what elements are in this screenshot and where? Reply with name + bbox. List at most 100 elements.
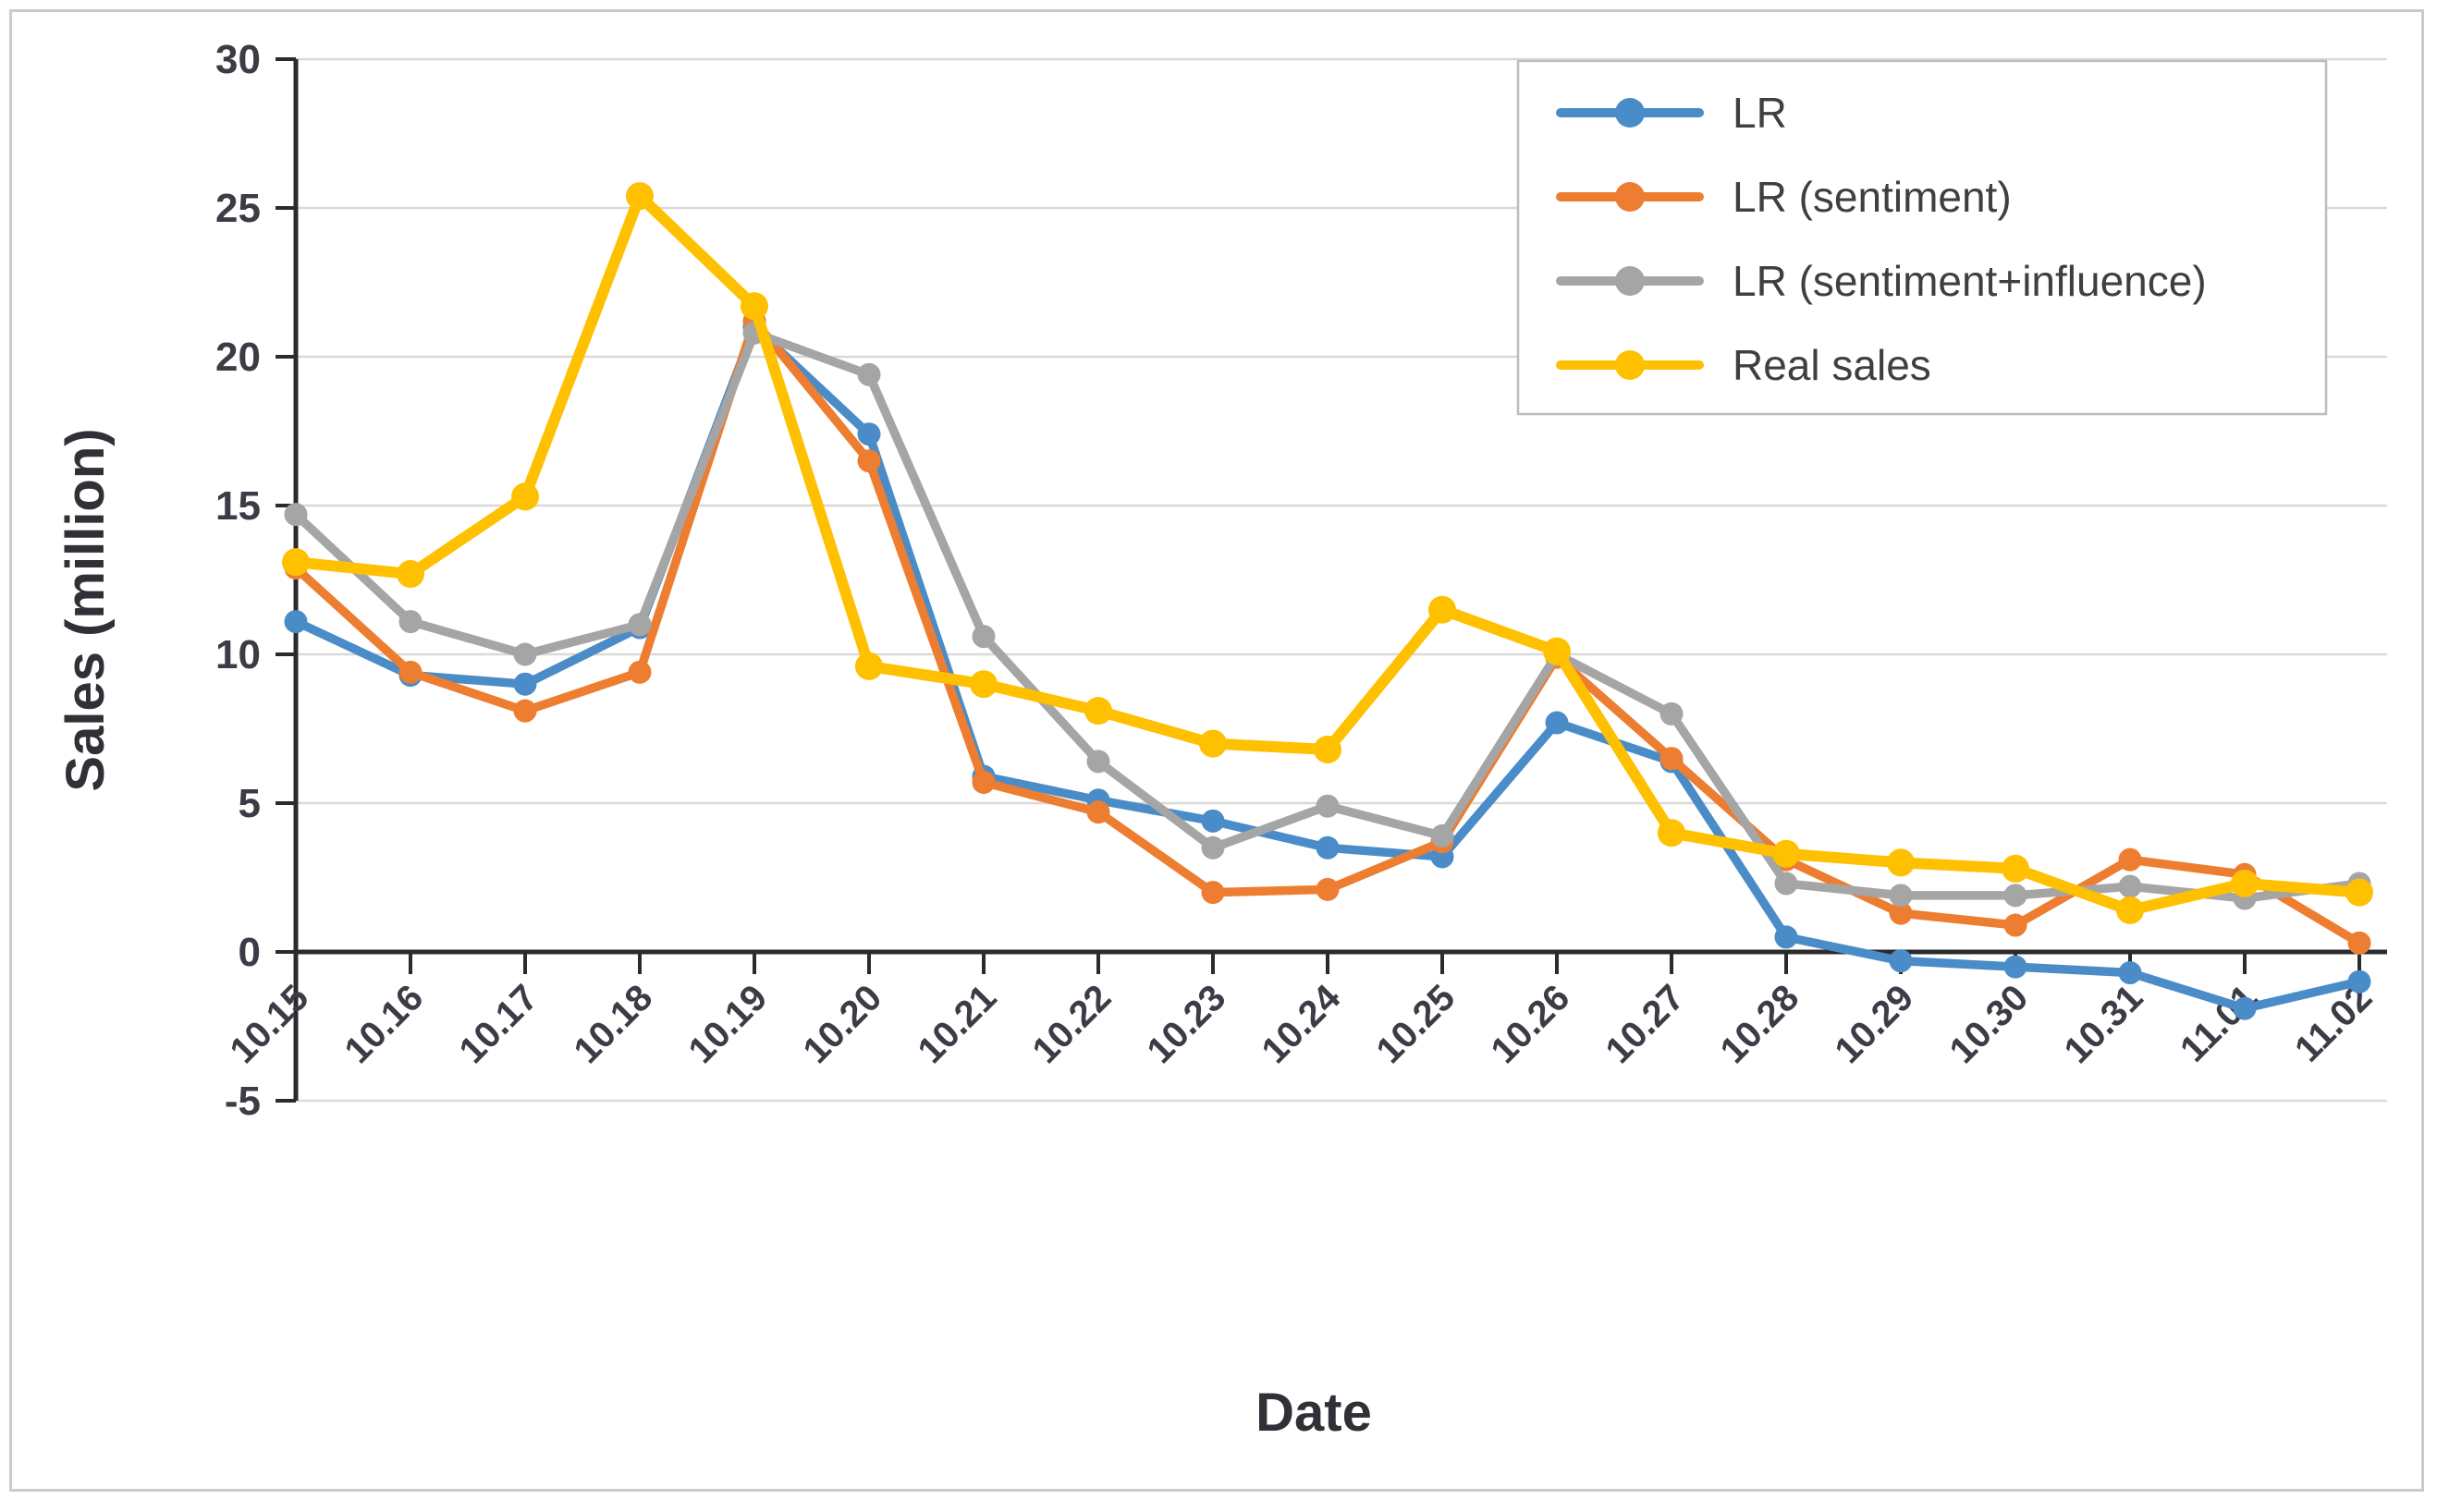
data-point-lr-10.30 (2003, 955, 2027, 979)
y-tick-label: 25 (215, 186, 261, 231)
data-point-lr-10.17 (513, 672, 537, 696)
data-point-real-sales-10.21 (970, 670, 998, 699)
y-tick-label: 10 (215, 632, 261, 677)
y-tick-label: 5 (239, 781, 261, 826)
data-point-lr-sentiment-influence-10.27 (1659, 701, 1684, 726)
data-point-real-sales-10.17 (511, 482, 539, 511)
x-tick-label: 10.31 (2056, 977, 2150, 1071)
data-point-lr-sentiment-influence-10.20 (857, 362, 881, 386)
data-point-real-sales-10.29 (1887, 848, 1915, 877)
data-point-lr-sentiment-10.16 (398, 660, 422, 684)
data-point-lr-sentiment-10.21 (972, 770, 996, 794)
data-point-lr-10.24 (1316, 835, 1340, 860)
data-point-lr-sentiment-influence-10.22 (1086, 750, 1110, 774)
data-point-lr-sentiment-influence-10.25 (1430, 823, 1454, 847)
data-point-real-sales-10.16 (397, 560, 424, 589)
series-lr (284, 315, 2371, 1020)
legend-marker-icon (1615, 266, 1645, 296)
legend-item-lr-sentiment-influence: LR (sentiment+influence) (1556, 257, 2207, 305)
data-point-lr-sentiment-10.23 (1201, 881, 1225, 905)
data-point-lr-sentiment-influence-10.24 (1316, 794, 1340, 818)
data-point-lr-sentiment-10.29 (1889, 901, 1913, 925)
x-tick-label: 10.21 (910, 977, 1004, 1071)
data-point-real-sales-10.22 (1084, 697, 1112, 726)
series-real-sales (282, 182, 2373, 924)
data-point-real-sales-10.15 (282, 548, 310, 577)
x-tick-label: 10.16 (337, 977, 431, 1071)
data-point-real-sales-10.19 (741, 292, 768, 321)
data-point-lr-sentiment-10.17 (513, 699, 537, 723)
x-axis-title: Date (1255, 1383, 1372, 1443)
x-tick-label: 10.26 (1483, 977, 1577, 1071)
x-tick-labels: 10.15 10.16 10.17 10.18 10.19 10.20 10.21 10.22… (222, 977, 2380, 1071)
legend-label: LR (sentiment+influence) (1733, 257, 2207, 305)
data-point-real-sales-10.26 (1543, 637, 1571, 665)
y-tick-label: 15 (215, 483, 261, 529)
data-point-lr-sentiment-10.24 (1316, 877, 1340, 901)
data-point-lr-sentiment-10.20 (857, 449, 881, 473)
data-point-real-sales-10.28 (1772, 839, 1800, 868)
legend-label: LR (sentiment) (1733, 173, 2012, 221)
x-tick-label: 10.29 (1827, 977, 1921, 1071)
data-point-real-sales-10.25 (1428, 595, 1456, 624)
data-point-lr-11.02 (2347, 969, 2371, 994)
x-tick-label: 10.19 (680, 977, 775, 1071)
x-tick-label: 10.22 (1024, 977, 1119, 1071)
data-point-lr-sentiment-influence-10.31 (2118, 874, 2142, 898)
data-point-lr-sentiment-10.27 (1659, 747, 1684, 771)
x-tick-label: 10.25 (1368, 977, 1463, 1071)
y-tick-label: 0 (239, 930, 261, 975)
data-point-real-sales-10.31 (2116, 896, 2144, 924)
data-point-lr-sentiment-influence-10.29 (1889, 884, 1913, 908)
y-tick-label: -5 (225, 1079, 261, 1124)
legend-label: Real sales (1733, 341, 1931, 389)
data-point-lr-sentiment-10.18 (628, 660, 652, 684)
y-tick-label: 30 (215, 37, 261, 82)
data-point-lr-sentiment-influence-10.18 (628, 613, 652, 637)
x-tick-label: 10.20 (795, 977, 889, 1071)
legend-marker-icon (1615, 182, 1645, 212)
data-point-real-sales-10.30 (2002, 854, 2029, 883)
data-point-lr-10.29 (1889, 949, 1913, 973)
data-point-real-sales-10.24 (1314, 736, 1341, 764)
data-point-real-sales-10.27 (1658, 819, 1685, 847)
data-point-real-sales-10.20 (855, 652, 883, 680)
x-tick-label: 10.30 (1941, 977, 2036, 1071)
data-point-lr-sentiment-10.30 (2003, 913, 2027, 937)
data-point-lr-sentiment-influence-10.17 (513, 642, 537, 666)
x-tick-label: 10.23 (1139, 977, 1233, 1071)
y-tick-labels: -5 0 5 10 15 20 25 30 (215, 37, 261, 1124)
data-point-lr-sentiment-influence-10.16 (398, 610, 422, 634)
legend-marker-icon (1615, 98, 1645, 128)
x-tick-label: 10.18 (566, 977, 660, 1071)
legend-item-lr: LR (1556, 89, 1787, 137)
data-point-lr-sentiment-10.22 (1086, 800, 1110, 824)
x-tick-label: 10.17 (451, 977, 545, 1071)
data-point-real-sales-10.18 (626, 182, 654, 211)
legend-label: LR (1733, 89, 1787, 137)
data-point-lr-sentiment-influence-10.15 (284, 503, 308, 527)
data-point-real-sales-11.02 (2345, 878, 2373, 907)
data-point-lr-sentiment-influence-10.28 (1774, 872, 1798, 896)
data-point-lr-10.28 (1774, 925, 1798, 949)
data-point-lr-10.23 (1201, 809, 1225, 833)
x-tick-label: 10.24 (1254, 977, 1348, 1071)
data-point-lr-11.01 (2233, 996, 2257, 1020)
legend: LR LR (sentiment) LR (sentiment+influence)… (1516, 59, 2328, 416)
y-axis-title: Sales (million) (55, 428, 116, 791)
data-point-lr-sentiment-influence-10.30 (2003, 884, 2027, 908)
data-point-lr-10.20 (857, 422, 881, 446)
x-tick-label: 10.15 (222, 977, 316, 1071)
data-point-lr-sentiment-11.02 (2347, 931, 2371, 955)
data-point-lr-sentiment-influence-10.23 (1201, 835, 1225, 860)
x-tick-label: 10.28 (1712, 977, 1806, 1071)
legend-box (1516, 59, 2328, 416)
x-tick-label: 10.27 (1598, 977, 1692, 1071)
legend-item-lr-sentiment: LR (sentiment) (1556, 173, 2012, 221)
data-point-lr-sentiment-10.31 (2118, 847, 2142, 872)
data-point-lr-10.26 (1545, 711, 1569, 735)
data-point-real-sales-10.23 (1199, 729, 1227, 758)
y-tick-label: 20 (215, 335, 261, 380)
